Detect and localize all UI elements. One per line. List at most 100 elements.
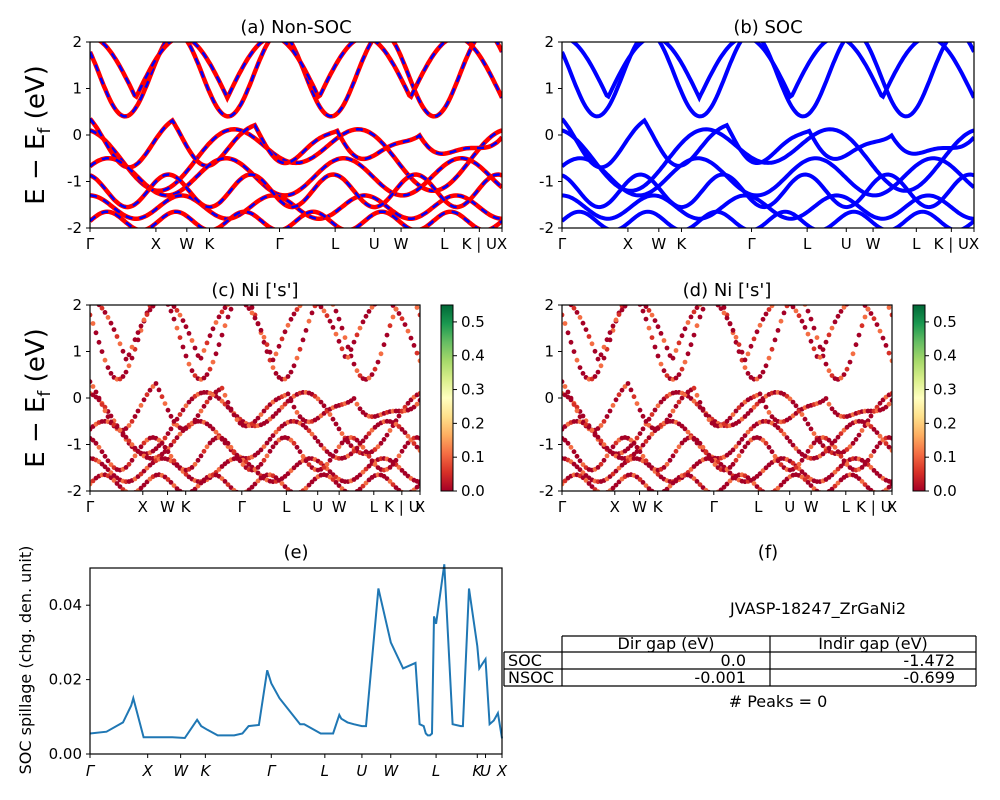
band-point [384,432,390,438]
band-point [198,355,204,361]
band-point [859,465,865,470]
x-tick-label: Γ [710,498,719,516]
band-point [604,414,610,419]
band-point [384,332,390,338]
band-point [763,404,769,410]
band-point [859,428,865,433]
band-point [177,335,183,340]
band-point [138,444,144,450]
band-point [318,305,324,310]
band-point [805,480,811,485]
band-point [832,319,838,325]
band-point [661,368,667,374]
band-point [883,404,889,410]
band-point [673,403,679,409]
band-point [748,408,754,413]
band-point [342,335,348,340]
band-point [649,431,655,437]
band-point [763,465,769,471]
y-tick-label: 0 [72,126,82,144]
x-tick-label: K [200,762,211,780]
band-point [592,487,598,491]
band-point [288,468,294,474]
band-point [339,346,345,352]
band-point [304,299,309,304]
band-point [580,320,586,326]
band-point [622,384,628,389]
band-point [325,294,330,299]
band-point [99,402,105,407]
band-point [303,458,309,464]
band-point [571,402,577,407]
band-point [640,442,646,448]
band-point [811,431,817,436]
x-tick-label: X [497,235,507,253]
panel-f-table: JVASP-18247_ZrGaNi2 Dir gap (eV) Indir g… [503,599,977,711]
band-point [800,297,805,302]
band-point [333,421,339,427]
band-point [411,441,417,446]
band-point [129,355,135,361]
band-point [664,461,670,467]
band-point [574,357,580,363]
band-point [162,444,168,450]
band-point [291,363,297,369]
band-point [655,403,661,409]
band-point [841,372,847,377]
band-point [691,332,697,338]
x-tick-label: W [394,235,409,253]
band-point [267,448,273,454]
band-point [841,427,847,433]
band-point [635,297,640,302]
band-point [171,483,177,488]
band-point [670,355,676,361]
band-point [108,462,114,467]
band-point [742,433,748,438]
band-point [793,465,799,470]
band-point [252,315,258,321]
band-point [799,469,805,475]
band-point [883,343,889,348]
panel-d-projected-band-plot: 210-1-2Γ X W K Γ L U W L K | UX [539,296,897,516]
band-point [129,457,135,463]
band-point [757,391,763,397]
x-tick-label: W [804,498,819,516]
colorbar-gradient [912,304,926,492]
band-point [652,344,658,350]
band-point [183,403,189,409]
band-point [742,365,748,370]
band-point [222,437,228,443]
panel-d-title: (d) Ni ['s'] [683,280,772,301]
x-tick-label: K | U [462,235,497,253]
y-tick-label: 2 [72,33,82,51]
band-point [886,350,892,356]
x-tick-label: X [623,235,633,253]
band-point [610,323,616,329]
band-point [598,363,604,369]
band-point [793,403,799,409]
band-point [629,299,634,304]
band-point [144,479,150,485]
band-point [195,413,201,418]
band-point [601,442,607,447]
band-point [120,374,126,379]
band-point [204,340,210,346]
band-point [778,482,784,488]
band-point [144,392,150,398]
band-point [745,440,751,446]
band-point [703,449,709,455]
x-tick-label: Γ [747,235,756,253]
x-tick-label: X [151,235,161,253]
panel-e-ylabel: SOC spillage (chg. den. unit) [16,546,35,775]
band-point [709,458,715,464]
band-point [854,298,859,303]
band-point [159,394,165,400]
band-line-soc [562,209,974,228]
x-tick-label: Γ [558,498,567,516]
band-point [703,487,709,491]
band-point [637,305,643,307]
band-point [850,440,856,446]
band-point [622,305,628,309]
band-point [757,322,763,328]
